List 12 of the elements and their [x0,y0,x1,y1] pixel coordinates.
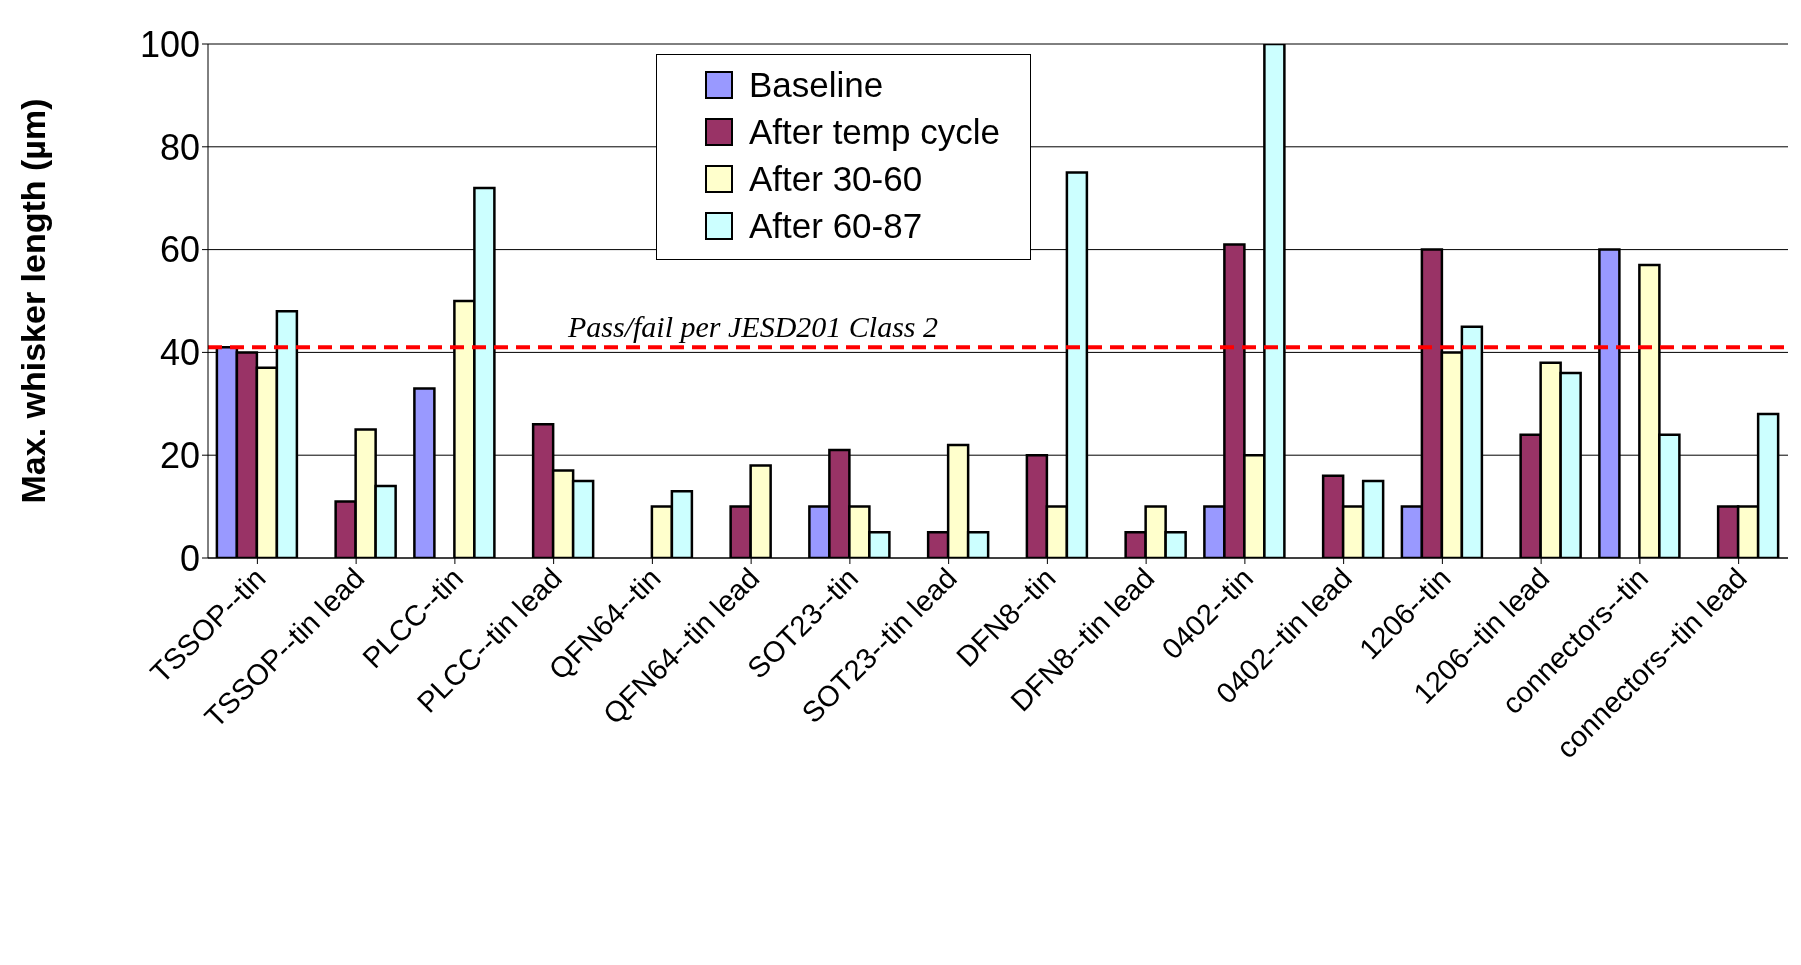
y-tick-label: 60 [159,229,200,271]
legend-label: After temp cycle [749,111,1000,153]
legend-label: After 30-60 [749,158,923,200]
y-tick-label: 80 [159,126,200,168]
y-tick-label: 40 [159,332,200,374]
legend-label: After 60-87 [749,205,923,247]
y-tick-label: 0 [179,537,200,579]
y-tick-label: 20 [159,434,200,476]
ref-line-label: Pass/fail per JESD201 Class 2 [567,310,939,344]
y-tick-label: 100 [139,23,200,65]
y-axis-title: Max. whisker length (µm) [14,98,53,504]
legend-label: Baseline [749,64,884,106]
